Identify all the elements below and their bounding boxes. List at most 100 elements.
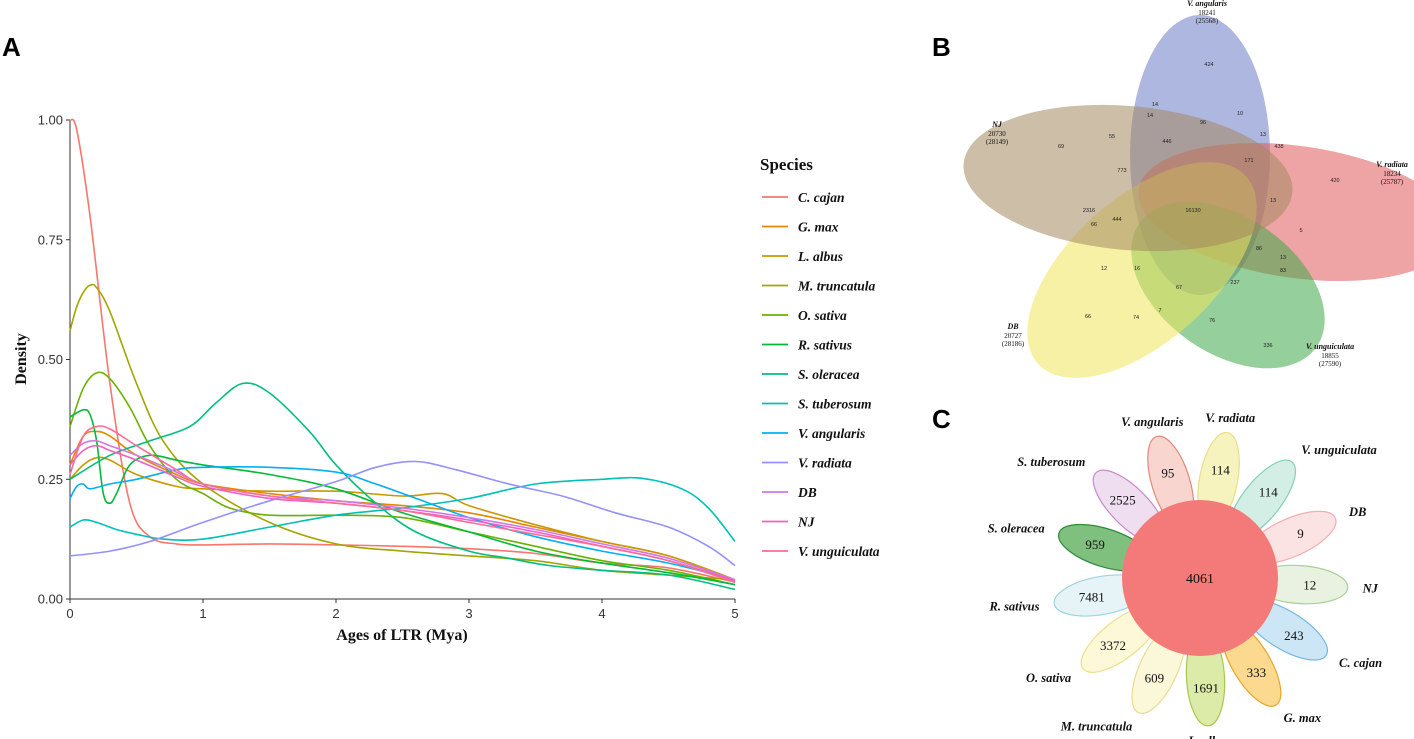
venn-set-4 bbox=[963, 104, 1293, 252]
venn-set-total: (28149) bbox=[986, 138, 1009, 146]
flower-petal-value: 114 bbox=[1211, 462, 1231, 477]
venn-region-count: 67 bbox=[1176, 285, 1182, 291]
legend-label-9: V. radiata bbox=[798, 456, 852, 471]
x-tick-label: 3 bbox=[465, 606, 472, 621]
legend-label-0: C. cajan bbox=[798, 190, 845, 205]
legend-label-2: L. albus bbox=[797, 249, 843, 264]
flower-petal-value: 3372 bbox=[1100, 638, 1126, 653]
venn-region-count: 66 bbox=[1091, 222, 1097, 228]
y-tick-label: 0.25 bbox=[38, 472, 63, 487]
venn-region-count: 7 bbox=[1158, 308, 1161, 314]
venn-region-count: 424 bbox=[1204, 62, 1213, 68]
legend-label-10: DB bbox=[797, 485, 817, 500]
venn-region-count: 86 bbox=[1256, 246, 1262, 252]
legend-label-3: M. truncatula bbox=[797, 279, 876, 294]
venn-set-total: (27590) bbox=[1319, 360, 1342, 368]
series-line-12 bbox=[69, 425, 736, 583]
flower-petal-label: V. unguiculata bbox=[1301, 443, 1377, 457]
venn-region-count: 10 bbox=[1237, 111, 1243, 117]
venn-region-count: 69 bbox=[1058, 144, 1064, 150]
venn-set-name: V. unguiculata bbox=[1306, 342, 1354, 351]
y-tick-label: 0.75 bbox=[38, 232, 63, 247]
panel-label-b: B bbox=[932, 32, 951, 62]
venn-set-count: 18241 bbox=[1198, 9, 1216, 17]
flower-petal-label: G. max bbox=[1284, 711, 1322, 725]
venn-region-count: 74 bbox=[1133, 315, 1139, 321]
flower-petal-label: DB bbox=[1348, 505, 1366, 519]
x-tick-label: 4 bbox=[598, 606, 605, 621]
y-tick-label: 0.50 bbox=[38, 352, 63, 367]
venn-region-count: 446 bbox=[1162, 139, 1171, 145]
series-line-4 bbox=[69, 371, 736, 586]
venn-region-count: 83 bbox=[1280, 268, 1286, 274]
venn-region-count: 16 bbox=[1134, 266, 1140, 272]
flower-petal-value: 9 bbox=[1297, 526, 1304, 541]
flower-petal-value: 2525 bbox=[1110, 492, 1136, 507]
flower-petal-value: 243 bbox=[1284, 628, 1304, 643]
series-line-3 bbox=[69, 283, 736, 581]
series-line-7 bbox=[69, 476, 736, 542]
legend-label-5: R. sativus bbox=[797, 338, 852, 353]
venn-region-count: 55 bbox=[1109, 134, 1115, 140]
venn-set-name: DB bbox=[1006, 322, 1019, 331]
venn-set-name: NJ bbox=[991, 120, 1003, 129]
flower-petal-value: 95 bbox=[1161, 465, 1174, 480]
flower-petal-label: S. oleracea bbox=[988, 522, 1045, 536]
flower-petal-value: 609 bbox=[1145, 671, 1165, 686]
flower-plot: 95 V. angularis 114 V. radiata 114 V. unguicu… bbox=[988, 411, 1382, 739]
series-line-8 bbox=[69, 466, 736, 581]
legend-label-6: S. oleracea bbox=[798, 367, 860, 382]
venn-region-count: 13 bbox=[1260, 132, 1266, 138]
flower-petal-label: O. sativa bbox=[1026, 671, 1071, 685]
venn-region-count: 66 bbox=[1085, 314, 1091, 320]
flower-petal-label: V. angularis bbox=[1121, 415, 1183, 429]
venn-set-count: 18855 bbox=[1321, 352, 1339, 360]
y-tick-label: 0.00 bbox=[38, 592, 63, 607]
flower-petal-label: M. truncatula bbox=[1060, 719, 1133, 733]
venn-set-count: 20727 bbox=[1004, 332, 1022, 340]
flower-core bbox=[1122, 500, 1278, 656]
venn-region-count: 420 bbox=[1330, 178, 1339, 184]
venn-region-count: 444 bbox=[1112, 217, 1121, 223]
flower-petal-label: S. tuberosum bbox=[1017, 455, 1085, 469]
legend-title: Species bbox=[760, 155, 813, 174]
flower-petal-value: 959 bbox=[1085, 537, 1105, 552]
flower-petal-value: 7481 bbox=[1079, 590, 1105, 605]
x-tick-label: 2 bbox=[332, 606, 339, 621]
venn-region-count: 14 bbox=[1152, 102, 1158, 108]
x-tick-label: 0 bbox=[66, 606, 73, 621]
venn-set-count: 20730 bbox=[988, 130, 1006, 138]
venn-set-name: V. radiata bbox=[1376, 160, 1408, 169]
venn-diagram: 424 14 14 96 10 13 438 55 446 171 69 773 420 13 2316 16… bbox=[963, 0, 1414, 378]
series-line-6 bbox=[69, 382, 736, 591]
venn-region-count: 5 bbox=[1299, 228, 1302, 234]
flower-petal-label: NJ bbox=[1362, 582, 1379, 596]
venn-region-count: 96 bbox=[1200, 120, 1206, 126]
legend-label-4: O. sativa bbox=[798, 308, 847, 323]
venn-set-name: V. angularis bbox=[1187, 0, 1227, 8]
venn-set-total: (28186) bbox=[1002, 340, 1025, 348]
venn-region-count: 171 bbox=[1244, 158, 1253, 164]
venn-region-count: 13 bbox=[1270, 198, 1276, 204]
venn-set-total: (25568) bbox=[1196, 17, 1219, 25]
venn-region-count: 438 bbox=[1274, 144, 1283, 150]
flower-petal-label: R. sativus bbox=[988, 600, 1039, 614]
flower-petal-label: V. radiata bbox=[1205, 411, 1255, 425]
venn-region-count: 336 bbox=[1263, 343, 1272, 349]
y-tick-label: 1.00 bbox=[38, 113, 63, 128]
x-tick-label: 5 bbox=[731, 606, 738, 621]
venn-region-count: 14 bbox=[1147, 113, 1153, 119]
legend-label-12: V. unguiculata bbox=[798, 544, 880, 559]
venn-region-count: 773 bbox=[1117, 168, 1126, 174]
venn-region-count: 12 bbox=[1101, 266, 1107, 272]
flower-core-value: 4061 bbox=[1186, 572, 1214, 587]
flower-petal-value: 12 bbox=[1303, 578, 1316, 593]
x-tick-label: 1 bbox=[199, 606, 206, 621]
flower-petal-value: 1691 bbox=[1193, 680, 1219, 695]
venn-region-count: 13 bbox=[1280, 255, 1286, 261]
series-line-9 bbox=[69, 460, 736, 567]
venn-region-count: 2316 bbox=[1083, 208, 1095, 214]
legend-label-7: S. tuberosum bbox=[798, 397, 872, 412]
flower-petal-label: C. cajan bbox=[1339, 656, 1382, 670]
venn-set-count: 18234 bbox=[1383, 170, 1401, 178]
